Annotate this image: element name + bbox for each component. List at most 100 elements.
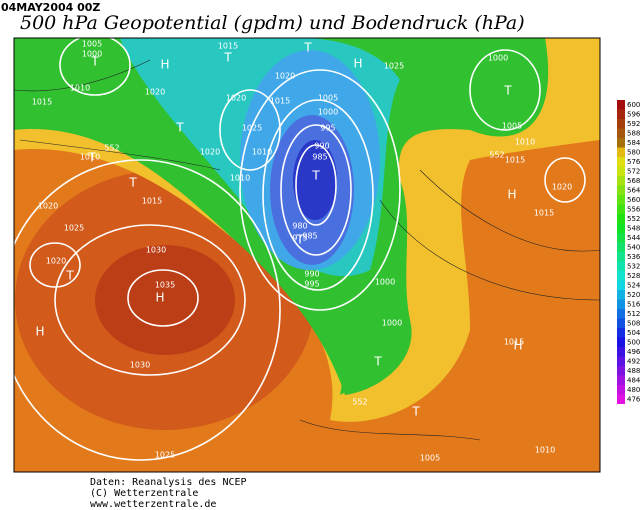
isobar-label: 1010 bbox=[535, 446, 555, 455]
isobar-label: 985 bbox=[302, 232, 317, 241]
colorbar-tick-label: 552 bbox=[627, 215, 640, 223]
pressure-center: T bbox=[311, 169, 320, 183]
colorbar-segment bbox=[617, 119, 625, 129]
map-frame bbox=[13, 37, 601, 473]
isobars bbox=[14, 38, 586, 461]
isobar-label: 1015 bbox=[142, 197, 162, 206]
colorbar-segment bbox=[617, 166, 625, 176]
isobar-label: 1020 bbox=[145, 88, 165, 97]
isobar-label: 1035 bbox=[155, 281, 175, 290]
colorbar-tick-label: 568 bbox=[627, 177, 640, 185]
pressure-center: T bbox=[503, 84, 512, 98]
colorbar-segment bbox=[617, 157, 625, 167]
isobar-label: 1005 bbox=[502, 122, 522, 131]
colorbar-tick-label: 588 bbox=[627, 129, 640, 137]
isobar-label: 1015 bbox=[505, 156, 525, 165]
colorbar-tick-label: 520 bbox=[627, 291, 640, 299]
colorbar-segment bbox=[617, 147, 625, 157]
pressure-center: H bbox=[507, 188, 516, 202]
isobar-label: 1005 bbox=[318, 94, 338, 103]
isobar-label: 1005 bbox=[420, 454, 440, 463]
isobar-label: 1025 bbox=[64, 224, 84, 233]
colorbar-segment bbox=[617, 195, 625, 205]
isobar-label: 1000 bbox=[382, 319, 402, 328]
colorbar-tick-label: 580 bbox=[627, 148, 640, 156]
isobar-label: 1010 bbox=[230, 174, 250, 183]
isobar-label: 995 bbox=[320, 124, 335, 133]
colorbar-segment bbox=[617, 328, 625, 338]
footer-text: Daten: Reanalysis des NCEP bbox=[90, 477, 247, 488]
colorbar-segment bbox=[617, 176, 625, 186]
colorbar-segment bbox=[617, 337, 625, 347]
isobar-label: 975 bbox=[292, 234, 307, 243]
pressure-center: H bbox=[513, 339, 522, 353]
isobar-label: 1015 bbox=[534, 209, 554, 218]
colorbar-tick-label: 544 bbox=[627, 234, 640, 242]
pressure-center: T bbox=[303, 41, 312, 55]
colorbar-tick-label: 512 bbox=[627, 310, 640, 318]
colorbar-tick-label: 560 bbox=[627, 196, 640, 204]
colorbar-tick-label: 484 bbox=[627, 376, 640, 384]
isobar-label: 1020 bbox=[46, 257, 66, 266]
high-core bbox=[95, 245, 235, 355]
footer-text: (C) Wetterzentrale bbox=[90, 488, 198, 499]
isobar-label: 1000 bbox=[82, 50, 102, 59]
isobar-label: 1015 bbox=[218, 42, 238, 51]
pressure-center: T bbox=[175, 121, 184, 135]
map-area bbox=[14, 38, 600, 472]
coastline bbox=[14, 59, 600, 441]
colorbar-segment bbox=[617, 366, 625, 376]
colorbar-tick-label: 528 bbox=[627, 272, 640, 280]
isobar-label: 995 bbox=[304, 280, 319, 289]
isobar-label: 1000 bbox=[488, 54, 508, 63]
colorbar-tick-label: 536 bbox=[627, 253, 640, 261]
colorbar-tick-label: 572 bbox=[627, 167, 640, 175]
colorbar-segment bbox=[617, 347, 625, 357]
isobar-label: 1030 bbox=[130, 361, 150, 370]
colorbar-segment bbox=[617, 290, 625, 300]
green-tongue bbox=[340, 327, 410, 395]
pressure-center: T bbox=[87, 151, 96, 165]
pressure-center: T bbox=[411, 405, 420, 419]
isobar-label: 1020 bbox=[275, 72, 295, 81]
colorbar-segment bbox=[617, 223, 625, 233]
colorbar-tick-label: 504 bbox=[627, 329, 640, 337]
isobar-label: 1005 bbox=[82, 40, 102, 49]
colorbar-tick-label: 596 bbox=[627, 110, 640, 118]
isobar-label: 1000 bbox=[375, 278, 395, 287]
colorbar-segment bbox=[617, 394, 625, 404]
colorbar-tick-label: 532 bbox=[627, 262, 640, 270]
low-core bbox=[293, 140, 337, 220]
pressure-center: T bbox=[65, 269, 74, 283]
pressure-center: T bbox=[90, 55, 99, 69]
isobar-label: 1015 bbox=[32, 98, 52, 107]
colorbar-tick-label: 548 bbox=[627, 224, 640, 232]
colorbar-segment bbox=[617, 375, 625, 385]
isobar-label: 1030 bbox=[146, 246, 166, 255]
colorbar-segment bbox=[617, 242, 625, 252]
isobar-label: 1020 bbox=[38, 202, 58, 211]
colorbar-tick-label: 516 bbox=[627, 300, 640, 308]
isobar-label: 990 bbox=[304, 270, 319, 279]
colorbar-segment bbox=[617, 252, 625, 262]
colorbar-segment bbox=[617, 356, 625, 366]
isobar-label: 1010 bbox=[252, 148, 272, 157]
pressure-center: H bbox=[35, 325, 44, 339]
colorbar-tick-label: 524 bbox=[627, 281, 640, 289]
pressure-center: H bbox=[155, 291, 164, 305]
colorbar-tick-label: 496 bbox=[627, 348, 640, 356]
colorbar-tick-label: 576 bbox=[627, 158, 640, 166]
map-title: 500 hPa Geopotential (gpdm) und Bodendru… bbox=[20, 12, 525, 34]
pressure-center: T bbox=[373, 355, 382, 369]
isobar-label: 1015 bbox=[270, 97, 290, 106]
isobar-label: 1025 bbox=[384, 62, 404, 71]
pressure-center: H bbox=[160, 58, 169, 72]
isobar-label: 1020 bbox=[552, 183, 572, 192]
colorbar-segment bbox=[617, 271, 625, 281]
colorbar-tick-label: 556 bbox=[627, 205, 640, 213]
isobar-label: 1010 bbox=[80, 153, 100, 162]
colorbar-segment bbox=[617, 138, 625, 148]
isobar-label: 990 bbox=[314, 142, 329, 151]
colorbar-segment bbox=[617, 318, 625, 328]
